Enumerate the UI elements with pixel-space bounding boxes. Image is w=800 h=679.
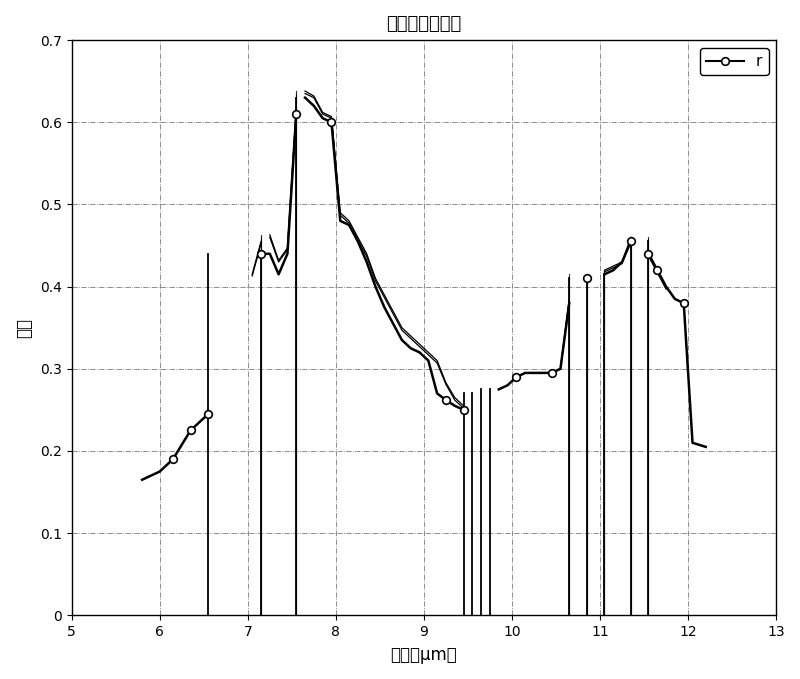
Legend: r: r	[699, 48, 769, 75]
X-axis label: 波长［μm］: 波长［μm］	[390, 646, 458, 664]
Y-axis label: 计数: 计数	[15, 318, 33, 337]
Title: 原始光谱的校正: 原始光谱的校正	[386, 15, 462, 33]
